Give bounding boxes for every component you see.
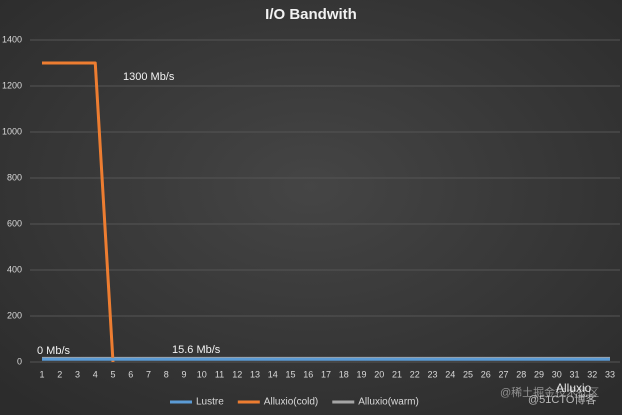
x-tick-label: 18	[339, 369, 349, 379]
x-tick-label: 5	[110, 369, 115, 379]
annotation: 15.6 Mb/s	[172, 344, 221, 356]
x-tick-label: 6	[128, 369, 133, 379]
y-tick-label: 1000	[2, 126, 22, 136]
watermark: @51CTO博客	[528, 392, 596, 406]
x-tick-label: 10	[197, 369, 207, 379]
x-tick-label: 4	[93, 369, 98, 379]
y-tick-label: 200	[7, 310, 22, 320]
x-tick-label: 27	[498, 369, 508, 379]
legend-label: Alluxio(cold)	[264, 397, 318, 408]
y-tick-label: 1400	[2, 34, 22, 44]
x-tick-label: 17	[321, 369, 331, 379]
x-tick-label: 9	[181, 369, 186, 379]
x-tick-label: 21	[392, 369, 402, 379]
x-tick-label: 29	[534, 369, 544, 379]
x-tick-label: 23	[427, 369, 437, 379]
x-tick-label: 28	[516, 369, 526, 379]
annotation: 1300 Mb/s	[123, 71, 175, 83]
x-tick-label: 32	[587, 369, 597, 379]
y-tick-label: 400	[7, 264, 22, 274]
x-tick-label: 12	[232, 369, 242, 379]
x-tick-label: 14	[268, 369, 278, 379]
x-tick-label: 1	[39, 369, 44, 379]
x-tick-label: 24	[445, 369, 455, 379]
y-tick-label: 600	[7, 218, 22, 228]
x-tick-label: 3	[75, 369, 80, 379]
y-tick-label: 800	[7, 172, 22, 182]
x-tick-label: 11	[215, 369, 224, 379]
series-line	[42, 61, 115, 363]
x-tick-label: 33	[605, 369, 615, 379]
y-tick-label: 1200	[2, 80, 22, 90]
x-tick-label: 19	[356, 369, 366, 379]
watermark: @稀土掘金技术社区	[500, 385, 599, 399]
x-tick-label: 15	[285, 369, 295, 379]
x-tick-label: 8	[164, 369, 169, 379]
y-tick-label: 0	[17, 356, 22, 366]
legend-label: Alluxio(warm)	[358, 397, 419, 408]
x-tick-label: 31	[569, 369, 579, 379]
x-tick-label: 30	[552, 369, 562, 379]
legend-label: Lustre	[196, 397, 224, 408]
x-tick-label: 2	[57, 369, 62, 379]
chart-title: I/O Bandwith	[265, 6, 357, 23]
x-tick-label: 16	[303, 369, 313, 379]
x-tick-label: 13	[250, 369, 260, 379]
watermark: Alluxio	[556, 381, 592, 395]
x-tick-label: 26	[481, 369, 491, 379]
x-tick-label: 22	[410, 369, 420, 379]
x-tick-label: 25	[463, 369, 473, 379]
x-tick-label: 20	[374, 369, 384, 379]
x-tick-label: 7	[146, 369, 151, 379]
annotation: 0 Mb/s	[37, 345, 71, 357]
